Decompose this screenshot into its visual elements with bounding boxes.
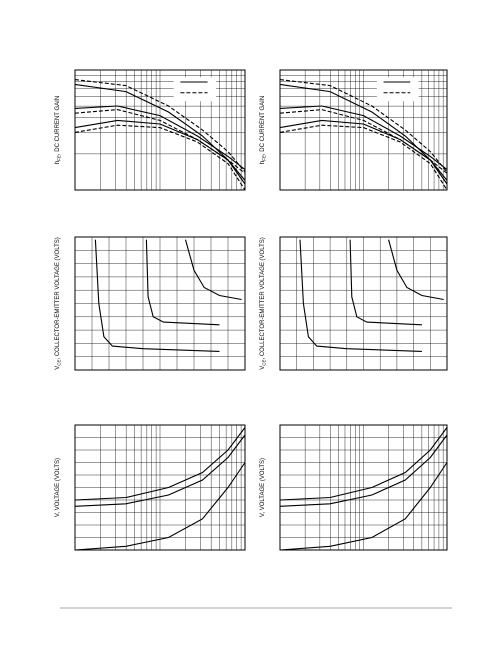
plot-frame	[279, 236, 448, 371]
curve	[74, 109, 246, 174]
label-main: V	[55, 513, 61, 517]
chart-panel: V, VOLTAGE (VOLTS)	[260, 424, 448, 551]
y-axis-label: VCE, COLLECTOR-EMITTER VOLTAGE (VOLTS)	[260, 237, 267, 370]
curve	[74, 124, 246, 191]
plot-frame	[279, 424, 448, 551]
curve	[184, 239, 242, 301]
label-main: V	[260, 513, 266, 517]
curve	[145, 239, 220, 326]
chart-panel: hFE, DC CURRENT GAIN	[260, 69, 448, 191]
y-axis-label: hFE, DC CURRENT GAIN	[260, 96, 267, 164]
curve	[279, 427, 448, 501]
curve	[279, 105, 448, 171]
chart-panel: VCE, COLLECTOR-EMITTER VOLTAGE (VOLTS)	[260, 236, 448, 371]
label-subscript: FE	[57, 155, 62, 161]
label-subscript: CE	[262, 359, 267, 365]
y-axis-label: VCE, COLLECTOR-EMITTER VOLTAGE (VOLTS)	[55, 237, 62, 370]
plot-frame	[74, 69, 246, 191]
curve	[279, 462, 448, 551]
curve	[279, 109, 448, 174]
label-subscript: CE	[57, 359, 62, 365]
curve	[94, 239, 220, 352]
chart-panel: VCE, COLLECTOR-EMITTER VOLTAGE (VOLTS)	[55, 236, 246, 371]
label-main: V	[260, 366, 266, 370]
curve	[74, 434, 246, 507]
curve	[74, 427, 246, 501]
label-main: h	[55, 161, 61, 164]
plot-frame	[74, 236, 246, 371]
label-main: h	[260, 161, 266, 164]
curve	[74, 105, 246, 171]
curve	[279, 434, 448, 507]
label-rest: , DC CURRENT GAIN	[55, 96, 61, 155]
curve	[279, 119, 448, 185]
curve	[74, 79, 246, 173]
curve	[388, 239, 444, 301]
label-rest: , COLLECTOR-EMITTER VOLTAGE (VOLTS)	[55, 237, 61, 359]
curve	[279, 79, 448, 173]
curve	[74, 462, 246, 551]
label-main: V	[55, 366, 61, 370]
label-rest: , COLLECTOR-EMITTER VOLTAGE (VOLTS)	[260, 237, 266, 359]
legend-box	[376, 77, 419, 102]
y-axis-label: V, VOLTAGE (VOLTS)	[55, 458, 61, 517]
plot-frame	[74, 424, 246, 551]
curve	[279, 124, 448, 191]
plot-frame	[279, 69, 448, 191]
curve	[349, 239, 422, 326]
chart-panel: hFE, DC CURRENT GAIN	[55, 69, 246, 191]
label-rest: , VOLTAGE (VOLTS)	[260, 458, 266, 514]
label-subscript: FE	[262, 155, 267, 161]
curve	[299, 239, 422, 352]
label-rest: , DC CURRENT GAIN	[260, 96, 266, 155]
y-axis-label: hFE, DC CURRENT GAIN	[55, 96, 62, 164]
legend-box	[173, 77, 217, 102]
label-rest: , VOLTAGE (VOLTS)	[55, 458, 61, 514]
y-axis-label: V, VOLTAGE (VOLTS)	[260, 458, 266, 517]
curve	[74, 119, 246, 185]
chart-panel: V, VOLTAGE (VOLTS)	[55, 424, 246, 551]
